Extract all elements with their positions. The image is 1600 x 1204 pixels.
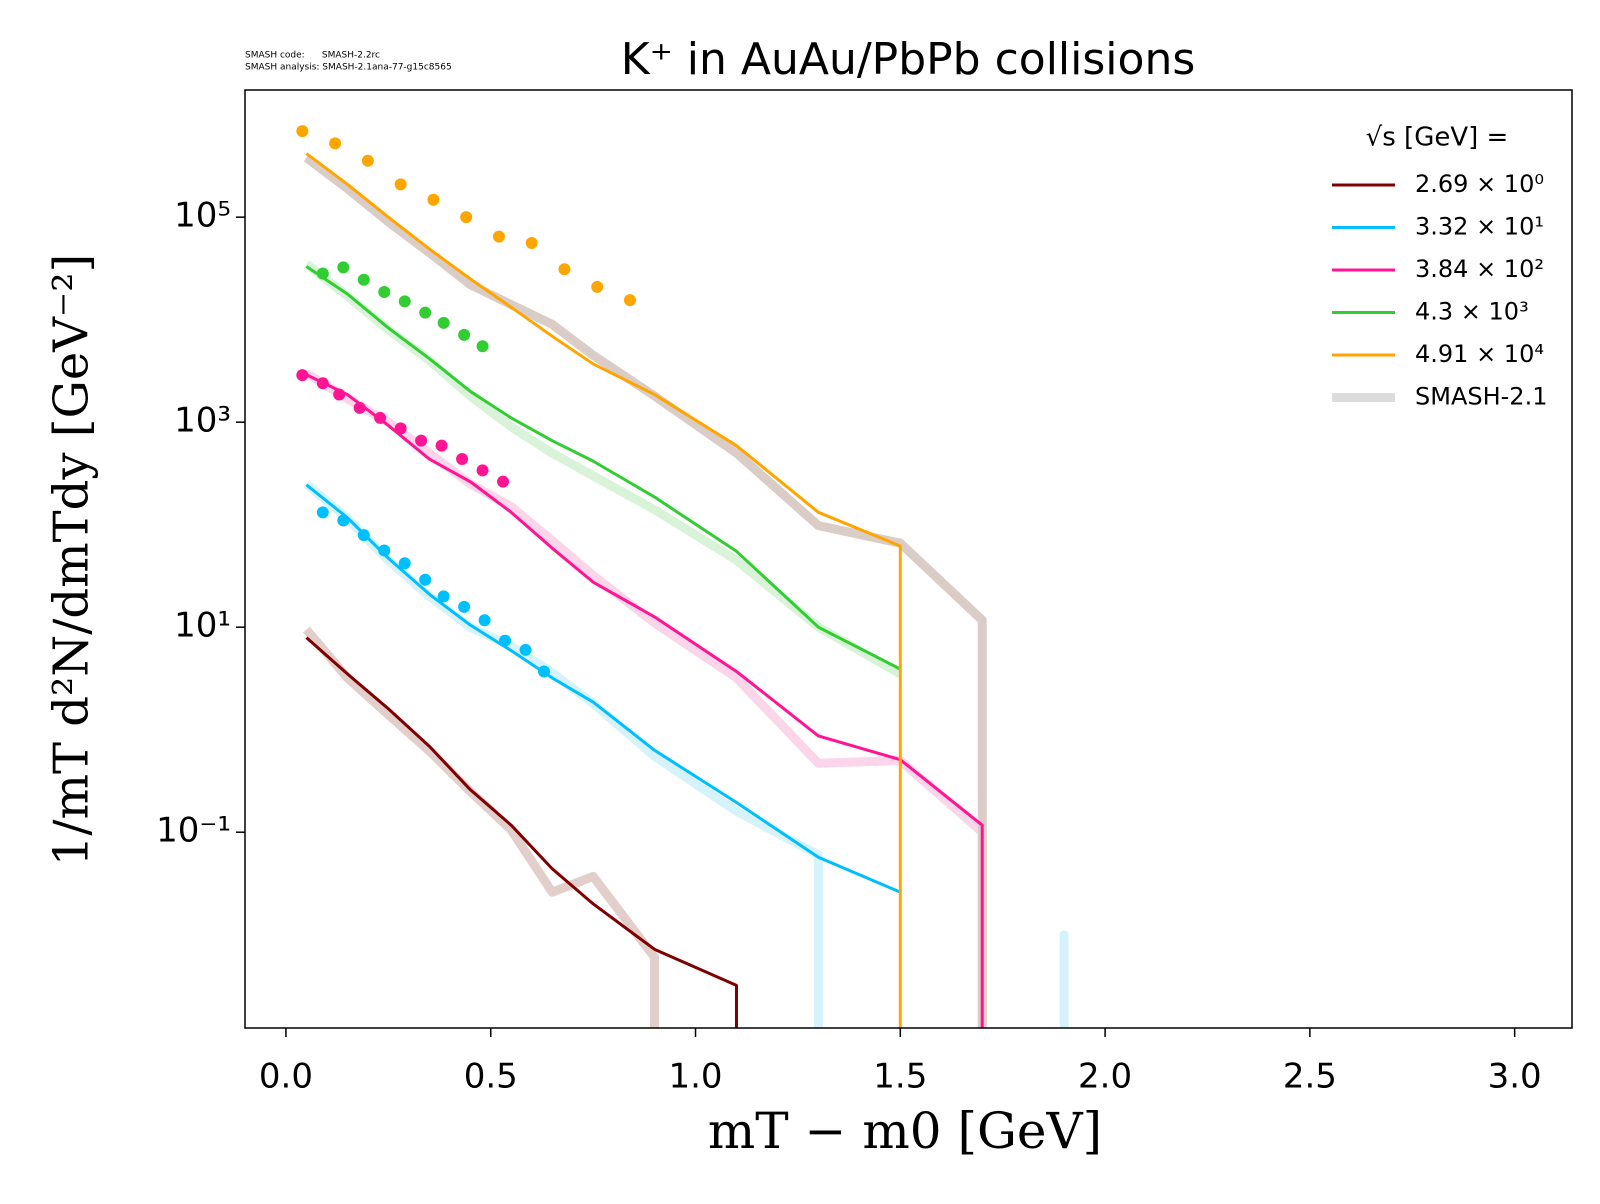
data-point (316, 506, 329, 519)
data-point (398, 557, 411, 570)
data-point (316, 267, 329, 280)
data-point (497, 475, 510, 488)
data-point (437, 590, 450, 603)
chart-title: K⁺ in AuAu/PbPb collisions (621, 34, 1196, 85)
smash21-curve (303, 154, 987, 1028)
data-point (398, 295, 411, 308)
data-point (378, 544, 391, 557)
x-axis-label: mT − m0 [GeV] (708, 1102, 1102, 1160)
series-line (305, 265, 901, 671)
data-point (374, 411, 387, 424)
x-tick-label: 1.0 (668, 1057, 722, 1097)
data-point (296, 369, 309, 382)
data-point (337, 514, 350, 527)
data-point (435, 439, 448, 452)
legend-label: 3.32 × 10¹ (1415, 213, 1544, 241)
data-point (525, 236, 538, 249)
data-point (353, 401, 366, 414)
data-point (558, 263, 571, 276)
legend-label: 4.3 × 10³ (1415, 298, 1529, 326)
x-tick-label: 2.0 (1078, 1057, 1132, 1097)
data-point (419, 573, 432, 586)
legend-label: 2.69 × 10⁰ (1415, 170, 1544, 198)
data-point (357, 529, 370, 542)
data-point (456, 453, 469, 466)
y-tick-label: 10⁵ (174, 196, 231, 236)
data-point (427, 193, 440, 206)
data-point (361, 154, 374, 167)
data-point (419, 306, 432, 319)
legend-label: 3.84 × 10² (1415, 255, 1544, 283)
data-point (492, 230, 505, 243)
data-point (378, 286, 391, 299)
series-line (305, 636, 738, 1028)
legend-label: 4.91 × 10⁴ (1415, 340, 1544, 368)
x-tick-label: 0.5 (464, 1057, 518, 1097)
series-line (305, 373, 984, 1028)
y-axis-label: 1/mT d²N/dmTdy [GeV⁻²] (44, 254, 100, 866)
data-point (519, 643, 532, 656)
smash21-curve (303, 260, 903, 678)
data-point (333, 388, 346, 401)
code-note: SMASH analysis: SMASH-2.1ana-77-g15c8565 (245, 63, 452, 73)
data-point (460, 211, 473, 224)
y-tick-label: 10¹ (174, 606, 231, 646)
code-note: SMASH code: SMASH-2.2rc (245, 51, 380, 61)
data-point (394, 178, 407, 191)
data-point (437, 316, 450, 329)
plot-frame (244, 89, 1573, 1029)
x-tick-label: 2.5 (1283, 1057, 1337, 1097)
data-point (316, 377, 329, 390)
x-tick-label: 0.0 (259, 1057, 313, 1097)
y-tick-label: 10⁻¹ (156, 811, 231, 851)
data-point (458, 328, 471, 341)
data-point (458, 600, 471, 613)
series-line (305, 483, 901, 894)
series-line (305, 152, 902, 1028)
data-point (591, 280, 604, 293)
y-tick-label: 10³ (174, 401, 231, 441)
data-point (394, 422, 407, 435)
data-point (476, 340, 489, 353)
data-point (623, 294, 636, 307)
data-point (296, 125, 309, 138)
data-point (476, 464, 489, 477)
data-point (337, 261, 350, 274)
data-point (537, 665, 550, 678)
x-tick-label: 3.0 (1488, 1057, 1542, 1097)
legend-title: √s [GeV] = (1366, 123, 1509, 153)
data-point (499, 634, 512, 647)
data-point (329, 137, 342, 150)
x-tick-label: 1.5 (873, 1057, 927, 1097)
data-point (357, 273, 370, 286)
smash21-curve (304, 369, 987, 1028)
legend-label: SMASH-2.1 (1415, 383, 1547, 411)
data-point (478, 614, 491, 627)
data-point (415, 434, 428, 447)
plot-area (296, 125, 1069, 1028)
smash21-curve (302, 626, 660, 1028)
